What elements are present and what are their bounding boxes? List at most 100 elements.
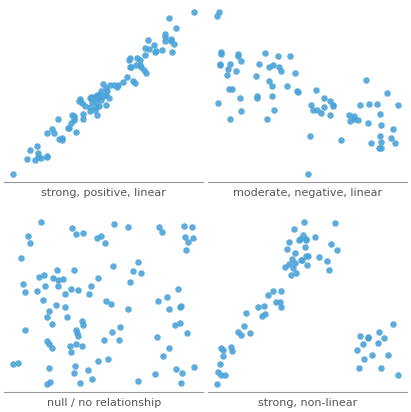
Point [62, 304, 69, 310]
Point [46, 307, 53, 314]
Point [266, 63, 272, 70]
Point [88, 99, 95, 105]
Point [220, 353, 226, 359]
Point [235, 50, 242, 57]
Point [10, 171, 16, 177]
Point [213, 381, 220, 387]
Point [107, 82, 113, 89]
Point [314, 107, 320, 113]
Point [72, 231, 79, 238]
Point [127, 279, 133, 285]
Point [127, 64, 134, 71]
Point [105, 356, 111, 362]
Point [350, 112, 357, 119]
Point [74, 332, 81, 339]
Point [384, 89, 391, 96]
Point [37, 155, 44, 162]
Point [269, 83, 276, 89]
X-axis label: null / no relationship: null / no relationship [47, 398, 161, 408]
Point [145, 36, 151, 43]
Point [53, 267, 60, 274]
Point [71, 370, 78, 376]
Point [69, 111, 76, 118]
Point [109, 329, 115, 336]
Point [59, 276, 66, 283]
Point [366, 101, 372, 107]
Point [275, 53, 282, 59]
Point [391, 140, 398, 147]
Point [93, 91, 100, 98]
Point [311, 234, 318, 241]
Point [182, 234, 188, 240]
Point [326, 111, 333, 118]
Point [58, 135, 65, 141]
Point [365, 333, 372, 340]
Point [151, 370, 158, 377]
Point [235, 328, 241, 335]
Point [243, 310, 249, 316]
Point [96, 92, 103, 98]
Point [218, 372, 225, 378]
Point [120, 79, 127, 86]
Point [166, 345, 173, 351]
X-axis label: strong, positive, linear: strong, positive, linear [42, 188, 166, 198]
Point [169, 48, 175, 55]
Point [282, 264, 289, 271]
Point [224, 66, 231, 72]
Point [77, 96, 84, 103]
Point [221, 372, 228, 379]
Point [44, 337, 50, 344]
Point [355, 117, 362, 123]
Point [132, 80, 138, 87]
Point [127, 54, 134, 61]
Point [90, 94, 97, 101]
Point [44, 313, 50, 320]
Point [56, 135, 62, 142]
Point [377, 122, 384, 129]
Point [330, 101, 336, 108]
Point [291, 260, 298, 267]
Point [25, 232, 31, 239]
Point [178, 380, 184, 386]
Point [103, 298, 109, 305]
Point [237, 95, 244, 101]
Point [55, 116, 61, 122]
Point [71, 115, 78, 121]
Point [284, 82, 291, 89]
Point [134, 377, 141, 384]
Point [68, 286, 74, 293]
Point [287, 53, 293, 60]
Point [42, 282, 49, 289]
Point [304, 262, 310, 268]
Point [390, 126, 397, 133]
Point [95, 94, 101, 101]
Point [353, 347, 360, 353]
Point [297, 235, 304, 242]
Point [321, 94, 327, 101]
Point [265, 78, 272, 85]
Point [215, 369, 221, 375]
Point [271, 107, 277, 114]
Point [388, 134, 394, 141]
Point [100, 337, 107, 343]
Point [224, 72, 231, 79]
Point [238, 58, 244, 64]
Point [68, 225, 75, 231]
Point [220, 347, 226, 353]
Point [213, 13, 220, 19]
Point [376, 145, 383, 152]
Point [64, 314, 70, 320]
Point [381, 334, 388, 341]
Point [331, 220, 338, 226]
Point [73, 327, 80, 334]
Point [216, 361, 223, 368]
Point [390, 321, 396, 328]
Point [155, 297, 161, 304]
Point [21, 327, 28, 333]
Point [165, 15, 172, 21]
Point [228, 344, 234, 350]
Point [313, 87, 319, 93]
Point [154, 334, 161, 341]
Point [46, 364, 52, 371]
Point [294, 88, 300, 94]
